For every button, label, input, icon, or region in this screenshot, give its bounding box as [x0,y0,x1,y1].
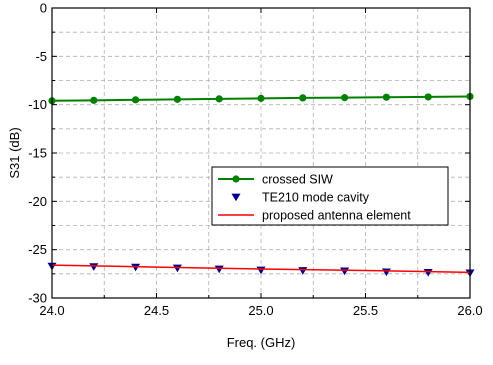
legend-label: TE210 mode cavity [262,191,370,205]
legend-label: proposed antenna element [262,209,411,223]
legend: crossed SIW TE210 mode cavity proposed ant… [211,166,449,226]
data-point [131,263,141,272]
series-crossed-siw [48,92,474,105]
gridlines [52,8,470,298]
x-tick-label: 24.0 [39,303,64,318]
y-axis-label: S31 (dB) [7,127,22,178]
y-tick-label: 0 [40,1,47,16]
data-point [257,94,265,102]
series-layer [47,92,475,278]
data-point [381,268,391,277]
x-axis-label: Freq. (GHz) [227,335,296,350]
data-point [341,94,349,102]
x-tick-label: 25.0 [248,303,273,318]
legend-swatch-marker [232,175,240,183]
x-tick-label: 26.0 [457,303,482,318]
axis-ticks: 24.0 24.5 25.0 25.5 26.0 0 -5 -10 -15 -20 -25 -30 [28,1,482,319]
series-line [51,264,471,274]
legend-label: crossed SIW [262,173,333,187]
data-point [173,95,181,103]
data-point [89,263,99,271]
y-tick-label: -25 [28,242,47,257]
data-point [215,95,223,103]
y-tick-label: -20 [28,194,47,209]
y-tick-label: -5 [35,49,47,64]
data-point [424,93,432,101]
data-point [256,266,266,275]
x-tick-label: 25.5 [353,303,378,318]
data-point [382,93,390,101]
legend-swatch-marker [231,193,241,202]
data-point [299,94,307,102]
series-proposed-antenna-element [51,264,471,274]
data-point [172,264,182,273]
y-tick-label: -10 [28,97,47,112]
y-tick-label: -15 [28,146,47,161]
x-tick-label: 24.5 [144,303,169,318]
y-tick-label: -30 [28,291,47,306]
data-point [132,96,140,104]
data-point [423,269,433,277]
data-point [214,265,224,274]
data-point [90,96,98,104]
